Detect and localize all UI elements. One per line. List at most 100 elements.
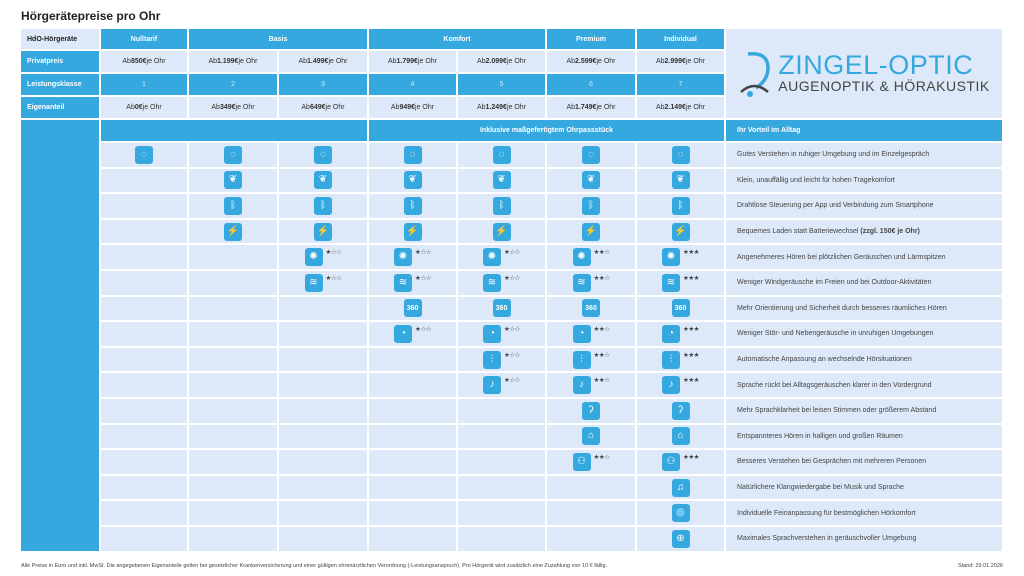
tier-header: Nulltarif: [101, 29, 187, 49]
speech-bubble-icon: ◌: [582, 145, 600, 164]
eigenanteil-value: Ab 1.749€ je Ohr: [547, 97, 635, 118]
feature-cell: ◌: [637, 143, 724, 167]
star-rating: ★★☆: [593, 454, 610, 462]
performance-class: 1: [101, 74, 187, 95]
amount: 2.099€: [485, 58, 507, 65]
page-title: Hörgerätepreise pro Ohr: [21, 9, 161, 23]
feature-cell: ʔ: [547, 398, 635, 423]
feature-cell: [369, 475, 456, 500]
feature-cell: [101, 526, 187, 551]
feature-cell: [101, 296, 187, 321]
benefit-description: Weniger Windgeräusche im Freien und bei …: [726, 270, 1002, 295]
eigenanteil-value: Ab 649€ je Ohr: [279, 97, 367, 118]
eigenanteil-value: Ab 1.249€ je Ohr: [458, 97, 545, 118]
feature-cell: ✺ ★☆☆: [279, 245, 367, 269]
star-rating: ★★☆: [593, 249, 610, 257]
star-rating: ★★☆: [593, 377, 610, 385]
feature-cell: ❦: [458, 168, 545, 193]
feature-cell: ⌂: [547, 424, 635, 449]
benefit-text: Gutes Verstehen in ruhiger Umgebung und …: [737, 151, 930, 159]
feature-cell: ⚇ ★★☆: [547, 450, 635, 474]
noise-burst-icon: ✺: [394, 248, 412, 267]
privatpreis-value: Ab 1.499€ je Ohr: [279, 51, 367, 72]
privatpreis-value: Ab 1.799€ je Ohr: [369, 51, 456, 72]
feature-cell: ⫶ ★★☆: [547, 347, 635, 372]
360-icon: 360: [671, 299, 690, 318]
star-rating: ★★★: [683, 249, 699, 257]
feature-cell: [101, 194, 187, 218]
speech-bubble-icon: ◌: [314, 145, 332, 164]
head-sound-icon: ◔: [662, 324, 680, 343]
star-rating: ★☆☆: [504, 274, 520, 282]
bluetooth-icon: ᛒ: [671, 196, 690, 215]
star-rating: ★★☆: [593, 326, 610, 334]
battery-charging-icon: ⚡: [224, 222, 242, 241]
microphone-plus-icon: ♪: [572, 376, 591, 395]
amount: 2.149€: [664, 104, 686, 111]
suffix: je Ohr: [146, 58, 166, 65]
feature-cell: [279, 501, 367, 525]
prefix: Ab: [126, 104, 135, 111]
tier-header: Komfort: [369, 29, 545, 49]
feature-cell: [101, 168, 187, 193]
ear-icon: ʔ: [671, 401, 690, 420]
battery-charging-icon: ⚡: [403, 222, 422, 241]
bluetooth-icon: ᛒ: [224, 196, 242, 215]
ear-plus-icon: ⊕: [671, 529, 690, 548]
feature-cell: [369, 347, 456, 372]
feature-cell: [279, 373, 367, 397]
speech-bubble-icon: ◌: [224, 145, 242, 164]
feature-cell: [101, 424, 187, 449]
benefit-description: Drahtlose Steuerung per App und Verbindu…: [726, 194, 1002, 218]
speech-bubble-icon: ◌: [492, 145, 511, 164]
amount: 349€: [219, 104, 236, 111]
speech-bubble-icon: ◌: [403, 145, 422, 164]
eigenanteil-value: Ab 2.149€ je Ohr: [637, 97, 724, 118]
ear-icon: ʔ: [582, 401, 600, 420]
footer-note: Alle Preise in Euro und inkl. MwSt. Die …: [21, 563, 608, 569]
suffix: je Ohr: [417, 58, 438, 65]
feature-cell: [458, 475, 545, 500]
360-icon: 360: [403, 299, 422, 318]
feature-cell: [279, 398, 367, 423]
benefit-text: Entspannteres Hören in halligen und groß…: [737, 432, 903, 440]
group-icon: ⚇: [662, 452, 680, 471]
suffix: je Ohr: [142, 104, 162, 111]
prefix: Ab: [476, 58, 486, 65]
feature-cell: [101, 398, 187, 423]
prefix: Ab: [387, 58, 397, 65]
benefit-text: Natürlichere Klangwiedergabe bei Musik u…: [737, 484, 904, 492]
eigenanteil-value: Ab 0€ je Ohr: [101, 97, 187, 118]
prefix: Ab: [566, 58, 576, 65]
battery-charging-icon: ⚡: [671, 222, 690, 241]
benefit-description: Maximales Sprachverstehen in geräuschvol…: [726, 526, 1002, 551]
feature-cell: ⫶ ★★★: [637, 347, 724, 372]
privatpreis-value: Ab 850€ je Ohr: [101, 51, 187, 72]
privatpreis-label: Privatpreis: [21, 51, 99, 72]
feature-cell: 360: [458, 296, 545, 321]
feature-cell: ≋ ★★★: [637, 270, 724, 295]
feature-cell: ᛒ: [279, 194, 367, 218]
feature-cell: ❦: [637, 168, 724, 193]
suffix: je Ohr: [506, 58, 527, 65]
sliders-icon: ⫶: [662, 350, 680, 369]
benefit-description: Automatische Anpassung an wechselnde Hör…: [726, 347, 1002, 372]
bluetooth-icon: ᛒ: [314, 196, 332, 215]
feature-cell: ⚡: [369, 219, 456, 244]
benefit-description: Individuelle Feinanpassung für bestmögli…: [726, 501, 1002, 525]
amount: 949€: [399, 104, 416, 111]
suffix: je Ohr: [328, 58, 348, 65]
feature-cell: [101, 219, 187, 244]
feature-cell: [279, 526, 367, 551]
benefit-description: Bequemes Laden statt Batteriewechsel (zz…: [726, 219, 1002, 244]
feature-cell: [458, 501, 545, 525]
benefit-text: Bequemes Laden statt Batteriewechsel: [737, 228, 859, 236]
prefix: Ab: [298, 58, 308, 65]
amount: 1.249€: [485, 104, 507, 111]
feature-cell: [189, 322, 277, 346]
feature-cell: 360: [637, 296, 724, 321]
feature-cell: ᛒ: [369, 194, 456, 218]
feature-cell: ◔ ★☆☆: [458, 322, 545, 346]
suffix: je Ohr: [235, 104, 255, 111]
feature-cell: ❦: [189, 168, 277, 193]
